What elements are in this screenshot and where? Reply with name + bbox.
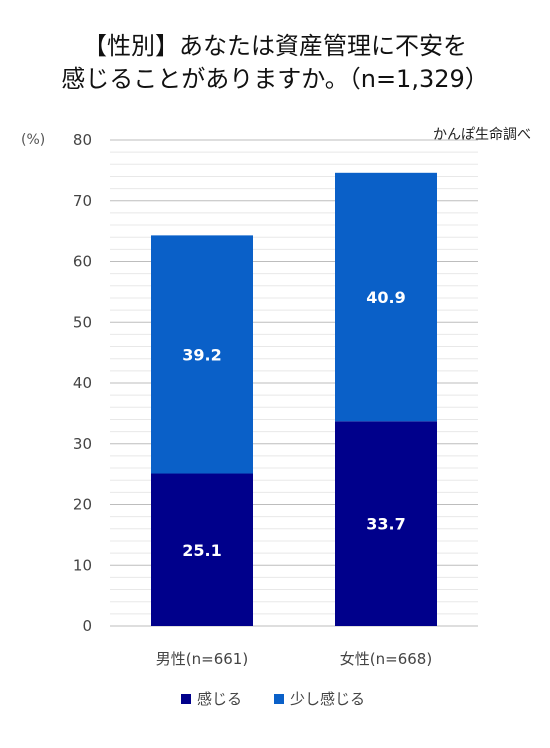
y-tick-label: 30 <box>73 435 92 453</box>
data-labels: 25.1 39.2 33.7 40.9 <box>182 288 405 560</box>
y-tick-label: 70 <box>73 192 92 210</box>
source-note: かんぽ生命調べ <box>433 126 531 143</box>
y-tick-label: 0 <box>82 617 92 635</box>
y-tick-label: 80 <box>73 131 92 149</box>
data-label: 25.1 <box>182 541 221 560</box>
y-tick-label: 10 <box>73 556 92 574</box>
bar-segment <box>151 473 253 626</box>
category-label: 女性(n=668) <box>340 650 432 668</box>
bars <box>151 172 437 626</box>
chart-title-line-1: 【性別】あなたは資産管理に不安を <box>83 32 467 60</box>
legend-swatch <box>274 694 284 704</box>
y-axis-ticks: 0 10 20 30 40 50 60 70 80 <box>73 131 92 635</box>
chart-title: 【性別】あなたは資産管理に不安を 感じることがありますか。（n=1,329） <box>0 30 550 96</box>
y-tick-label: 20 <box>73 496 92 514</box>
y-tick-label: 50 <box>73 313 92 331</box>
bar-segment <box>335 421 437 626</box>
legend-swatch <box>181 694 191 704</box>
chart-title-line-2: 感じることがありますか。（n=1,329） <box>61 65 489 93</box>
bar-segment <box>151 235 253 474</box>
y-tick-label: 40 <box>73 374 92 392</box>
x-axis-categories: 男性(n=661) 女性(n=668) <box>156 650 432 668</box>
data-label: 40.9 <box>366 288 405 307</box>
legend-label: 感じる <box>197 690 242 708</box>
category-label: 男性(n=661) <box>156 650 248 668</box>
y-axis-unit: (%) <box>21 132 45 148</box>
legend-label: 少し感じる <box>290 690 365 708</box>
y-tick-label: 60 <box>73 253 92 271</box>
data-label: 33.7 <box>366 515 405 534</box>
legend: 感じる 少し感じる <box>181 690 365 708</box>
data-label: 39.2 <box>182 345 221 364</box>
bar-segment <box>335 172 437 422</box>
